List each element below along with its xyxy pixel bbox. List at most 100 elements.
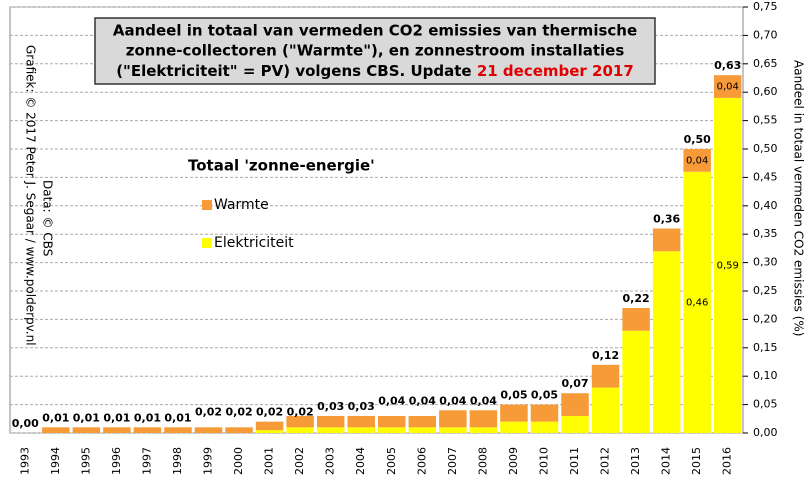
credit: Grafiek: © 2017 Peter J. Segaar / www.po…	[24, 45, 38, 346]
total-label: 0,00	[12, 417, 39, 430]
total-label: 0,03	[317, 400, 344, 413]
bar-segment	[591, 387, 620, 433]
bars	[42, 75, 742, 433]
y-tick-label: 0,60	[753, 85, 778, 98]
bar-segment	[347, 427, 375, 433]
bar-segment	[194, 427, 223, 433]
total-label: 0,01	[73, 411, 100, 424]
bar-segment	[713, 75, 742, 98]
total-label: 0,02	[225, 406, 252, 419]
x-tick-label: 2004	[354, 447, 367, 475]
y-tick-label: 0,65	[753, 57, 778, 70]
total-label: 0,02	[195, 406, 222, 419]
bar-segment	[378, 415, 406, 428]
value-label: 0,04	[717, 82, 739, 93]
total-label: 0,50	[684, 133, 711, 146]
x-tick-label: 2007	[446, 447, 459, 475]
legend-swatch	[202, 200, 212, 210]
y-tick-label: 0,50	[753, 142, 778, 155]
bar-segment	[133, 427, 162, 433]
y-tick-label: 0,45	[753, 170, 778, 183]
bar-segment	[500, 421, 528, 433]
bar-segment	[316, 427, 345, 433]
title-date: 21 december 2017	[477, 62, 634, 80]
bar-segment	[378, 427, 406, 433]
bar-segment	[225, 427, 253, 433]
bar-segment	[408, 415, 437, 428]
bar-segment	[469, 427, 498, 433]
y-tick-label: 0,35	[753, 227, 778, 240]
total-label: 0,03	[348, 400, 375, 413]
total-label: 0,04	[378, 394, 405, 407]
x-tick-label: 1997	[140, 447, 153, 475]
x-tick-label: 2000	[232, 447, 245, 475]
bar-segment	[500, 404, 528, 422]
x-tick-label: 1998	[171, 447, 184, 475]
total-label: 0,04	[409, 394, 436, 407]
bar-segment	[652, 251, 681, 433]
y-tick-label: 0,00	[753, 426, 778, 439]
total-label: 0,02	[287, 406, 314, 419]
bar-segment	[72, 427, 101, 433]
total-label: 0,01	[164, 411, 191, 424]
x-tick-label: 2016	[721, 447, 734, 475]
total-label: 0,63	[714, 59, 741, 72]
x-tick-label: 2005	[385, 447, 398, 475]
bar-segment	[591, 364, 620, 388]
x-tick-label: 2013	[629, 447, 642, 475]
x-tick-label: 2012	[599, 447, 612, 475]
x-tick-label: 1993	[18, 447, 31, 475]
y-tick-label: 0,10	[753, 369, 778, 382]
x-tick-label: 2015	[690, 447, 703, 475]
x-tick-label: 2003	[324, 447, 337, 475]
value-label: 0,59	[717, 260, 739, 271]
total-label: 0,12	[592, 349, 619, 362]
x-tick-label: 2002	[293, 447, 306, 475]
total-label: 0,01	[134, 411, 161, 424]
x-tick-label: 1999	[202, 447, 215, 475]
bar-segment	[164, 427, 192, 433]
bar-segment	[439, 410, 467, 428]
x-tick-label: 2006	[415, 447, 428, 475]
bar-segment	[622, 330, 650, 433]
total-label: 0,22	[623, 292, 650, 305]
bar-segment	[286, 415, 314, 428]
bar-segment	[561, 415, 589, 433]
bar-segment	[561, 393, 589, 416]
value-label: 0,04	[686, 155, 708, 166]
total-label: 0,01	[103, 411, 130, 424]
legend-title: Totaal 'zonne-energie'	[188, 157, 375, 175]
x-tick-label: 1995	[79, 447, 92, 475]
bar-segment	[530, 404, 559, 422]
y-tick-label: 0,20	[753, 312, 778, 325]
bar-segment	[255, 421, 284, 431]
chart-title: zonne-collectoren ("Warmte"), en zonnest…	[126, 42, 625, 60]
total-label: 0,05	[500, 389, 527, 402]
bar-segment	[286, 427, 314, 433]
legend-label: Warmte	[214, 197, 269, 213]
total-label: 0,07	[561, 377, 588, 390]
y-axis-label: Aandeel in totaal vermeden CO2 emissies …	[792, 60, 806, 337]
bar-segment	[683, 171, 711, 433]
bar-segment	[530, 421, 559, 433]
total-label: 0,05	[531, 389, 558, 402]
y-tick-label: 0,75	[753, 0, 778, 13]
y-tick-label: 0,40	[753, 199, 778, 212]
x-tick-label: 2001	[263, 447, 276, 475]
y-tick-label: 0,70	[753, 28, 778, 41]
y-tick-label: 0,25	[753, 284, 778, 297]
bar-segment	[255, 430, 284, 433]
x-tick-label: 2011	[568, 447, 581, 475]
bar-segment	[42, 427, 70, 433]
bar-segment	[408, 427, 437, 433]
title-box	[94, 17, 656, 85]
total-label: 0,36	[653, 213, 680, 226]
bar-segment	[316, 415, 345, 428]
bar-segment	[652, 228, 681, 252]
total-label: 0,04	[439, 394, 466, 407]
x-tick-label: 2010	[537, 447, 550, 475]
x-tick-label: 1996	[110, 447, 123, 475]
x-tick-label: 1994	[49, 447, 62, 475]
chart-title: ("Elektriciteit" = PV) volgens CBS. Upda…	[116, 62, 471, 80]
